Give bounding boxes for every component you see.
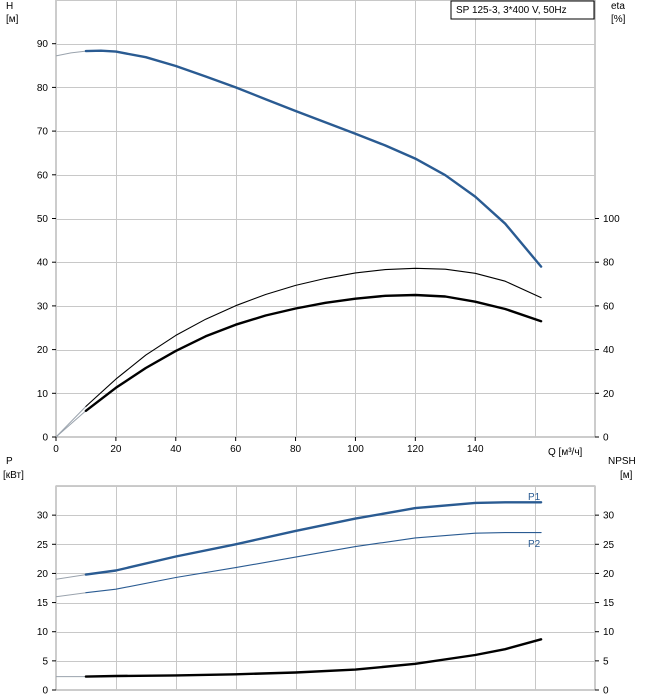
bottom-right-tick-label: 15 — [603, 598, 615, 609]
bottom-right-tick-label: 5 — [603, 656, 609, 667]
top-series-0-line — [84, 49, 543, 268]
head-axis-unit: [м] — [6, 14, 19, 25]
bottom-series-0-line — [84, 501, 543, 576]
bottom-left-tick-label: 10 — [37, 627, 49, 638]
top-series-0-extension — [55, 50, 86, 57]
bottom-right-tick-label: 20 — [603, 569, 615, 580]
power-axis-unit: [кВт] — [3, 470, 24, 481]
bottom-left-tick-label: 20 — [37, 569, 49, 580]
top-series-1-extension — [55, 406, 87, 438]
bottom-series-0-extension — [55, 574, 86, 580]
eta-axis-unit: [%] — [611, 14, 626, 25]
top-left-tick-label: 10 — [37, 389, 49, 400]
bottom-left-tick-label: 25 — [37, 540, 49, 551]
eta-axis-title: eta — [611, 1, 625, 12]
top-x-tick-label: 120 — [407, 444, 424, 455]
top-x-tick-label: 20 — [110, 444, 122, 455]
top-x-tick-label: 60 — [230, 444, 242, 455]
top-right-tick-label: 60 — [603, 301, 615, 312]
bottom-ticks: 0 5 10 15 20 25 30 0 5 10 15 20 25 30 — [37, 511, 615, 697]
head-efficiency-panel: 0 10 20 30 40 50 60 70 80 90 0 20 40 60 80 100 0 20 40 60 80… — [6, 0, 626, 458]
bottom-series-1-line — [85, 532, 542, 594]
series-label-p1: P1 — [528, 492, 541, 503]
npsh-axis-unit: [м] — [620, 470, 633, 481]
bottom-right-tick-label: 0 — [603, 686, 609, 697]
top-right-tick-label: 20 — [603, 389, 615, 400]
top-left-tick-label: 70 — [37, 127, 49, 138]
top-x-tick-label: 40 — [170, 444, 182, 455]
top-left-tick-label: 50 — [37, 214, 49, 225]
top-series-2-line — [84, 293, 543, 412]
top-series — [55, 49, 543, 438]
top-right-tick-label: 40 — [603, 345, 615, 356]
top-left-tick-label: 90 — [37, 39, 49, 50]
bottom-series-1-extension — [55, 592, 86, 598]
bottom-grid — [55, 485, 596, 691]
legend-text: SP 125-3, 3*400 V, 50Hz — [456, 5, 567, 16]
top-left-tick-label: 0 — [42, 433, 48, 444]
top-left-tick-label: 30 — [37, 301, 49, 312]
top-x-tick-label: 80 — [290, 444, 302, 455]
top-left-tick-label: 80 — [37, 83, 49, 94]
bottom-left-tick-label: 30 — [37, 511, 49, 522]
bottom-left-tick-label: 5 — [42, 656, 48, 667]
top-x-tick-label: 140 — [467, 444, 484, 455]
bottom-right-tick-label: 25 — [603, 540, 615, 551]
top-grid — [55, 0, 596, 438]
bottom-left-tick-label: 0 — [42, 686, 48, 697]
npsh-axis-title: NPSH — [608, 456, 636, 467]
top-ticks: 0 10 20 30 40 50 60 70 80 90 0 20 40 60 80 100 0 20 40 60 80… — [37, 39, 620, 455]
bottom-series-2-line — [84, 638, 543, 678]
top-left-tick-label: 60 — [37, 170, 49, 181]
legend-box: SP 125-3, 3*400 V, 50Hz — [450, 0, 595, 20]
top-right-tick-label: 80 — [603, 258, 615, 269]
top-right-tick-label: 0 — [603, 433, 609, 444]
top-plot-frame — [55, 0, 596, 438]
top-series-2-extension — [55, 410, 87, 438]
head-axis-title: H — [6, 1, 13, 12]
bottom-left-tick-label: 15 — [37, 598, 49, 609]
series-label-p2: P2 — [528, 539, 541, 550]
top-left-tick-label: 20 — [37, 345, 49, 356]
bottom-series — [55, 501, 543, 678]
bottom-right-tick-label: 30 — [603, 511, 615, 522]
power-npsh-panel: 0 5 10 15 20 25 30 0 5 10 15 20 25 30 P [кВт] NPSH [м… — [3, 456, 636, 697]
top-left-tick-label: 40 — [37, 258, 49, 269]
bottom-right-tick-label: 10 — [603, 627, 615, 638]
top-x-tick-label: 100 — [347, 444, 364, 455]
bottom-plot-frame — [55, 485, 596, 691]
top-right-tick-label: 100 — [603, 214, 620, 225]
flow-axis-label: Q [м³/ч] — [548, 447, 583, 458]
top-series-1-line — [85, 267, 542, 407]
top-x-tick-label: 0 — [53, 444, 59, 455]
power-axis-title: P — [6, 456, 13, 467]
